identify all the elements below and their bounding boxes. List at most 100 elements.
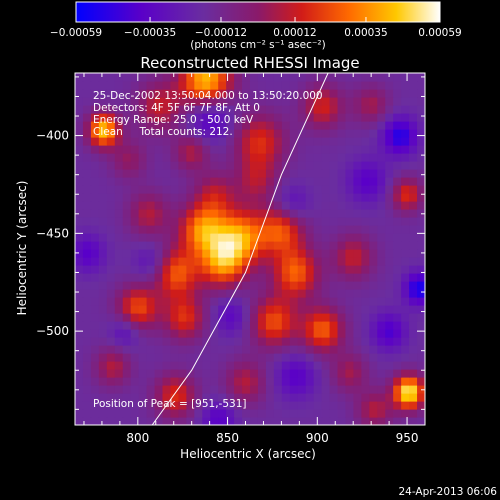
heatmap-cell: [369, 105, 378, 114]
heatmap-cell: [98, 385, 108, 394]
time-range-text: 25-Dec-2002 13:50:04.000 to 13:50:20.000: [93, 90, 323, 102]
heatmap-cell: [417, 201, 425, 210]
heatmap-cell: [369, 241, 378, 250]
heatmap-cell: [289, 409, 299, 418]
heatmap-cell: [385, 169, 394, 178]
heatmap-cell: [250, 169, 259, 178]
heatmap-cell: [417, 113, 425, 122]
heatmap-cell: [210, 417, 219, 425]
heatmap-cell: [250, 409, 259, 418]
heatmap-cell: [106, 257, 116, 266]
heatmap-cell: [178, 297, 187, 306]
heatmap-cell: [154, 361, 164, 370]
heatmap-cell: [361, 201, 370, 210]
heatmap-cell: [401, 369, 410, 378]
heatmap-cell: [377, 249, 386, 258]
heatmap-cell: [130, 153, 140, 162]
heatmap-cell: [337, 145, 347, 154]
heatmap-cell: [265, 345, 275, 354]
heatmap-cell: [273, 201, 283, 210]
heatmap-cell: [401, 337, 410, 346]
heatmap-cell: [138, 385, 148, 394]
heatmap-cell: [146, 121, 156, 130]
heatmap-cell: [90, 73, 100, 82]
heatmap-cell: [250, 273, 259, 282]
heatmap-cell: [257, 153, 267, 162]
heatmap-cell: [297, 137, 307, 146]
heatmap-cell: [114, 97, 124, 106]
heatmap-cell: [146, 305, 156, 314]
heatmap-cell: [242, 89, 251, 98]
colorbar: −0.00059 −0.00035 −0.00012 0.00012 0.00035 0.…: [50, 1, 462, 51]
heatmap-cell: [234, 233, 243, 242]
heatmap-cell: [186, 89, 195, 98]
heatmap-cell: [114, 313, 124, 322]
heatmap-cell: [385, 233, 394, 242]
heatmap-cell: [297, 345, 307, 354]
heatmap-cell: [122, 201, 132, 210]
heatmap-cell: [313, 329, 323, 338]
heatmap-cell: [353, 273, 362, 282]
heatmap-cell: [170, 201, 179, 210]
heatmap-cell: [146, 193, 156, 202]
heatmap-cell: [242, 97, 251, 106]
heatmap-cell: [257, 145, 267, 154]
heatmap-cell: [146, 161, 156, 170]
heatmap-cell: [154, 193, 164, 202]
heatmap-cell: [130, 345, 140, 354]
heatmap-cell: [345, 289, 354, 298]
heatmap-cell: [170, 145, 179, 154]
heatmap-cell: [345, 305, 354, 314]
heatmap-cell: [234, 257, 243, 266]
heatmap-cell: [361, 89, 370, 98]
colorbar-tick-label: −0.00035: [124, 27, 176, 39]
heatmap-cell: [377, 177, 386, 186]
heatmap-cell: [234, 97, 243, 106]
heatmap-cell: [146, 409, 156, 418]
heatmap-cell: [130, 121, 140, 130]
heatmap-cell: [130, 377, 140, 386]
heatmap-cell: [210, 225, 219, 234]
heatmap-cell: [194, 105, 203, 114]
heatmap-cell: [98, 393, 108, 402]
heatmap-cell: [226, 273, 235, 282]
heatmap-cell: [186, 305, 195, 314]
heatmap-cell: [162, 329, 172, 338]
heatmap-cell: [250, 289, 259, 298]
heatmap-cell: [154, 345, 164, 354]
heatmap-cell: [273, 361, 283, 370]
heatmap-cell: [385, 305, 394, 314]
heatmap-cell: [82, 113, 92, 122]
heatmap-cell: [273, 385, 283, 394]
heatmap-cell: [170, 249, 179, 258]
heatmap-cell: [329, 353, 339, 362]
heatmap-cell: [257, 273, 267, 282]
heatmap-cell: [186, 105, 195, 114]
heatmap-cell: [114, 297, 124, 306]
heatmap-cell: [409, 137, 418, 146]
heatmap-cell: [361, 401, 370, 410]
heatmap-cell: [289, 337, 299, 346]
heatmap-cell: [138, 417, 148, 425]
heatmap-cell: [130, 193, 140, 202]
heatmap-cell: [234, 185, 243, 194]
heatmap-cell: [369, 369, 378, 378]
heatmap-cell: [170, 401, 179, 410]
heatmap-cell: [257, 169, 267, 178]
heatmap-cell: [226, 89, 235, 98]
heatmap-cell: [210, 361, 219, 370]
heatmap-cell: [353, 337, 362, 346]
heatmap-cell: [226, 369, 235, 378]
heatmap-cell: [146, 361, 156, 370]
heatmap-cell: [377, 137, 386, 146]
heatmap-cell: [401, 409, 410, 418]
heatmap-cell: [313, 121, 323, 130]
heatmap-cell: [385, 217, 394, 226]
heatmap-cell: [234, 409, 243, 418]
heatmap-cell: [337, 353, 347, 362]
heatmap-cell: [313, 177, 323, 186]
heatmap-cell: [234, 321, 243, 330]
heatmap-cell: [154, 249, 164, 258]
heatmap-cell: [154, 353, 164, 362]
heatmap-cell: [377, 345, 386, 354]
